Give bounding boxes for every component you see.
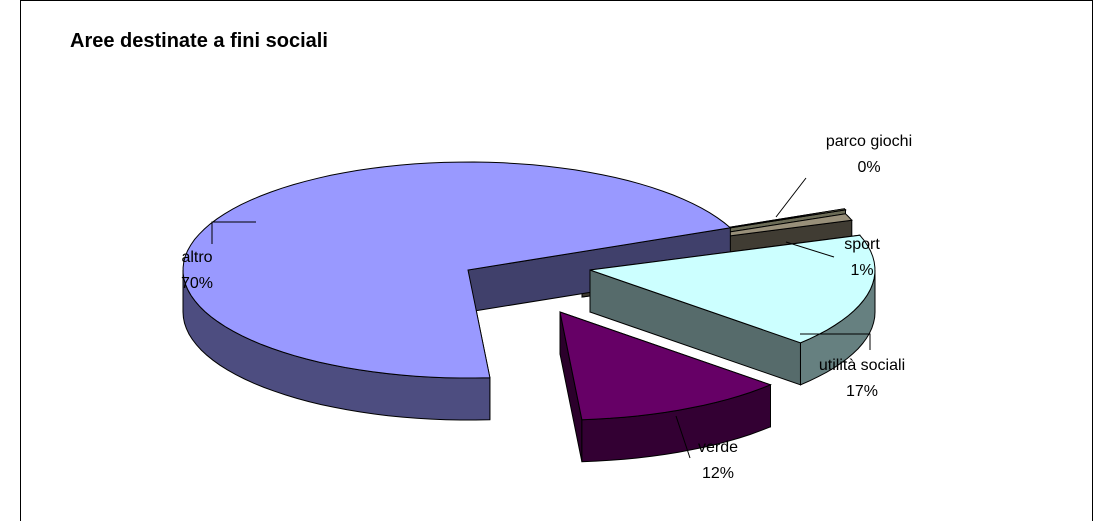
- slice-name-label: utilità sociali: [819, 357, 905, 374]
- pie-slice-top: [182, 161, 732, 379]
- slice-percent-label: 0%: [857, 159, 880, 176]
- leader-line: [800, 333, 871, 350]
- leader-line: [675, 415, 691, 459]
- slice-name-label: altro: [181, 249, 212, 266]
- slice-name-label: sport: [844, 236, 880, 253]
- slice-percent-label: 17%: [846, 383, 878, 400]
- chart-title: Aree destinate a fini sociali: [70, 30, 328, 52]
- pie-slice-verde: [559, 311, 772, 463]
- pie-slice-altro: [182, 161, 732, 421]
- slice-name-label: verde: [698, 439, 738, 456]
- slice-percent-label: 12%: [702, 465, 734, 482]
- slice-percent-label: 1%: [850, 262, 873, 279]
- pie-slice-utilit-sociali: [589, 234, 876, 386]
- pie-slice-top: [559, 311, 772, 421]
- slice-percent-label: 70%: [181, 275, 213, 292]
- leader-line: [211, 221, 256, 244]
- leader-line: [775, 177, 807, 218]
- slice-name-label: parco giochi: [826, 133, 912, 150]
- leader-line: [785, 241, 835, 258]
- pie-slice-top: [589, 234, 876, 344]
